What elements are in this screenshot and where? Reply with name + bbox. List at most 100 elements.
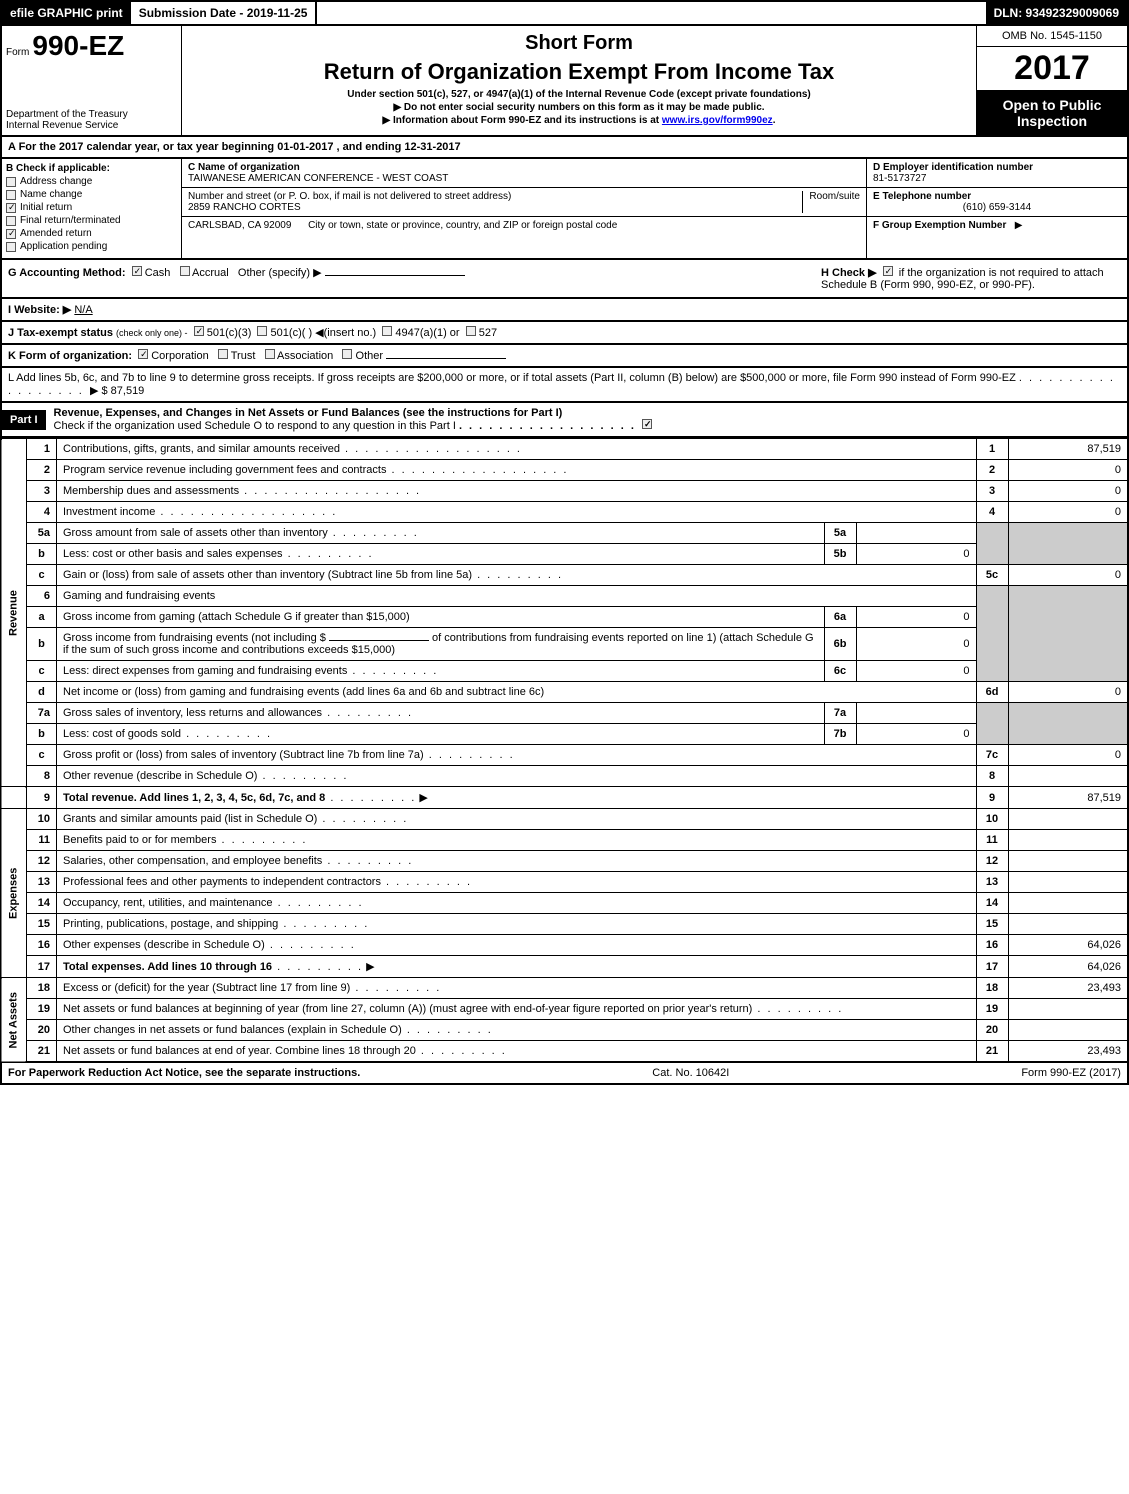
table-row: 13 Professional fees and other payments … bbox=[1, 872, 1128, 893]
checkbox-icon[interactable] bbox=[642, 419, 652, 429]
table-row: 21 Net assets or fund balances at end of… bbox=[1, 1041, 1128, 1063]
line-num: 5a bbox=[27, 523, 57, 544]
line-desc: Investment income bbox=[57, 502, 977, 523]
checkbox-icon[interactable] bbox=[265, 349, 275, 359]
opt-corp: Corporation bbox=[151, 350, 208, 362]
amount: 0 bbox=[1008, 481, 1128, 502]
form990ez-link[interactable]: www.irs.gov/form990ez bbox=[662, 115, 773, 126]
checkbox-icon[interactable] bbox=[138, 349, 148, 359]
acct-accrual: Accrual bbox=[192, 267, 229, 279]
phone-label: E Telephone number bbox=[873, 191, 1121, 202]
dots-icon bbox=[459, 420, 636, 432]
city-label: City or town, state or province, country… bbox=[308, 220, 617, 231]
desc-text: Other changes in net assets or fund bala… bbox=[63, 1024, 402, 1036]
table-row: b Less: cost or other basis and sales ex… bbox=[1, 544, 1128, 565]
department-block: Department of the Treasury Internal Reve… bbox=[6, 109, 177, 131]
desc-text: Gain or (loss) from sale of assets other… bbox=[63, 569, 472, 581]
line-desc: Contributions, gifts, grants, and simila… bbox=[57, 439, 977, 460]
chk-amended-return[interactable]: Amended return bbox=[6, 228, 177, 239]
line-j: J Tax-exempt status (check only one) - 5… bbox=[0, 322, 1129, 345]
expenses-side-label: Expenses bbox=[1, 809, 27, 978]
org-name-row: C Name of organization TAIWANESE AMERICA… bbox=[182, 159, 866, 188]
checkbox-icon[interactable] bbox=[342, 349, 352, 359]
dept-irs: Internal Revenue Service bbox=[6, 120, 177, 131]
dots-icon bbox=[155, 506, 337, 518]
desc-text: Gross amount from sale of assets other t… bbox=[63, 527, 328, 539]
amount: 23,493 bbox=[1008, 1041, 1128, 1063]
dots-icon bbox=[265, 939, 356, 951]
col-b-header: B Check if applicable: bbox=[6, 163, 177, 174]
box-num: 16 bbox=[976, 935, 1008, 956]
line-desc: Less: cost of goods sold bbox=[57, 724, 825, 745]
box-num: 2 bbox=[976, 460, 1008, 481]
checkbox-icon[interactable] bbox=[382, 326, 392, 336]
chk-final-return[interactable]: Final return/terminated bbox=[6, 215, 177, 226]
desc-text: Excess or (deficit) for the year (Subtra… bbox=[63, 982, 350, 994]
omb-number: OMB No. 1545-1150 bbox=[977, 26, 1127, 47]
chk-initial-return[interactable]: Initial return bbox=[6, 202, 177, 213]
checkbox-icon[interactable] bbox=[218, 349, 228, 359]
form-prefix: Form bbox=[6, 47, 29, 58]
footer-right-text: Form 990-EZ (2017) bbox=[1021, 1067, 1121, 1079]
amount bbox=[1008, 830, 1128, 851]
dots-icon bbox=[340, 443, 522, 455]
checkbox-icon[interactable] bbox=[180, 266, 190, 276]
line-num: 21 bbox=[27, 1041, 57, 1063]
line-num: 3 bbox=[27, 481, 57, 502]
chk-label: Address change bbox=[20, 176, 92, 187]
part-title: Revenue, Expenses, and Changes in Net As… bbox=[46, 403, 1127, 436]
checkbox-icon[interactable] bbox=[132, 266, 142, 276]
checkbox-icon[interactable] bbox=[883, 266, 893, 276]
line-num: 4 bbox=[27, 502, 57, 523]
ein-row: D Employer identification number 81-5173… bbox=[867, 159, 1127, 188]
line-desc: Grants and similar amounts paid (list in… bbox=[57, 809, 977, 830]
efile-print-button[interactable]: efile GRAPHIC print bbox=[2, 2, 131, 24]
line-j-small: (check only one) - bbox=[116, 328, 188, 338]
line-desc: Gross income from fundraising events (no… bbox=[57, 628, 825, 661]
opt-trust: Trust bbox=[231, 350, 256, 362]
dots-icon bbox=[381, 876, 472, 888]
box-num: 13 bbox=[976, 872, 1008, 893]
shade-cell bbox=[976, 586, 1008, 682]
box-num: 3 bbox=[976, 481, 1008, 502]
checkbox-icon[interactable] bbox=[466, 326, 476, 336]
table-row: d Net income or (loss) from gaming and f… bbox=[1, 682, 1128, 703]
table-row: a Gross income from gaming (attach Sched… bbox=[1, 607, 1128, 628]
tax-year: 2017 bbox=[977, 47, 1127, 91]
opt-501c3: 501(c)(3) bbox=[207, 327, 252, 339]
chk-name-change[interactable]: Name change bbox=[6, 189, 177, 200]
netassets-side-label: Net Assets bbox=[1, 978, 27, 1063]
line-num: 19 bbox=[27, 999, 57, 1020]
desc-pre: Gross income from fundraising events (no… bbox=[63, 632, 326, 644]
line-desc: Net assets or fund balances at beginning… bbox=[57, 999, 977, 1020]
chk-address-change[interactable]: Address change bbox=[6, 176, 177, 187]
desc-text: Other expenses (describe in Schedule O) bbox=[63, 939, 265, 951]
desc-text: Program service revenue including govern… bbox=[63, 464, 386, 476]
line-num: 7a bbox=[27, 703, 57, 724]
amount bbox=[1008, 999, 1128, 1020]
amount: 0 bbox=[1008, 682, 1128, 703]
line-num: 6 bbox=[27, 586, 57, 607]
line-desc: Net income or (loss) from gaming and fun… bbox=[57, 682, 977, 703]
box-num: 12 bbox=[976, 851, 1008, 872]
dots-icon bbox=[317, 813, 408, 825]
line-l-text: L Add lines 5b, 6c, and 7b to line 9 to … bbox=[8, 372, 1016, 384]
table-row: 5a Gross amount from sale of assets othe… bbox=[1, 523, 1128, 544]
table-row: 19 Net assets or fund balances at beginn… bbox=[1, 999, 1128, 1020]
checkbox-icon[interactable] bbox=[257, 326, 267, 336]
amount: 23,493 bbox=[1008, 978, 1128, 999]
chk-application-pending[interactable]: Application pending bbox=[6, 241, 177, 252]
short-form-label: Short Form bbox=[188, 32, 970, 55]
line-num: d bbox=[27, 682, 57, 703]
checkbox-icon[interactable] bbox=[194, 326, 204, 336]
line-num: c bbox=[27, 745, 57, 766]
checkbox-icon bbox=[6, 242, 16, 252]
shade-cell bbox=[976, 523, 1008, 565]
opt-assoc: Association bbox=[277, 350, 333, 362]
line-desc: Gross profit or (loss) from sales of inv… bbox=[57, 745, 977, 766]
line-i: I Website: ▶ N/A bbox=[0, 299, 1129, 322]
checkbox-icon bbox=[6, 216, 16, 226]
desc-text: Net assets or fund balances at end of ye… bbox=[63, 1045, 416, 1057]
box-num: 6d bbox=[976, 682, 1008, 703]
box-num: 18 bbox=[976, 978, 1008, 999]
